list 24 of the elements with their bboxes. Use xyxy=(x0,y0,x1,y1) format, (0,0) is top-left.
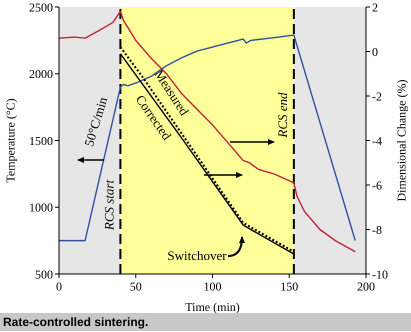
text: Rate-controlled sintering. xyxy=(0,313,411,331)
y-axis-title: Temperature (°C) xyxy=(3,98,18,183)
x-tick-label: 0 xyxy=(56,280,62,294)
y2-axis-title: Dimensional Change (%) xyxy=(394,80,408,202)
y-tick-label: 1000 xyxy=(29,200,53,215)
y2-tick-label: 2 xyxy=(372,0,378,14)
y2-tick-label: -8 xyxy=(372,222,382,237)
x-tick-label: 100 xyxy=(204,280,222,294)
x-axis-title: Time (min) xyxy=(185,300,240,314)
y-tick-label: 2500 xyxy=(29,0,53,14)
y-tick-label: 500 xyxy=(35,267,53,282)
ref-line-label: RCS end xyxy=(274,92,290,139)
x-tick-label: 50 xyxy=(130,280,142,294)
y-tick-label: 2000 xyxy=(29,67,53,82)
annotation: Switchover xyxy=(167,248,228,263)
y2-tick-label: -4 xyxy=(372,134,382,148)
y2-tick-label: -10 xyxy=(372,267,388,282)
ref-line-label: RCS start xyxy=(101,180,116,232)
x-tick-label: 200 xyxy=(357,280,375,294)
y-tick-label: 1500 xyxy=(29,134,53,148)
x-tick-label: 150 xyxy=(280,280,298,294)
y2-tick-label: 0 xyxy=(372,44,378,59)
y2-tick-label: -2 xyxy=(372,89,382,104)
y2-tick-label: -6 xyxy=(372,178,382,192)
